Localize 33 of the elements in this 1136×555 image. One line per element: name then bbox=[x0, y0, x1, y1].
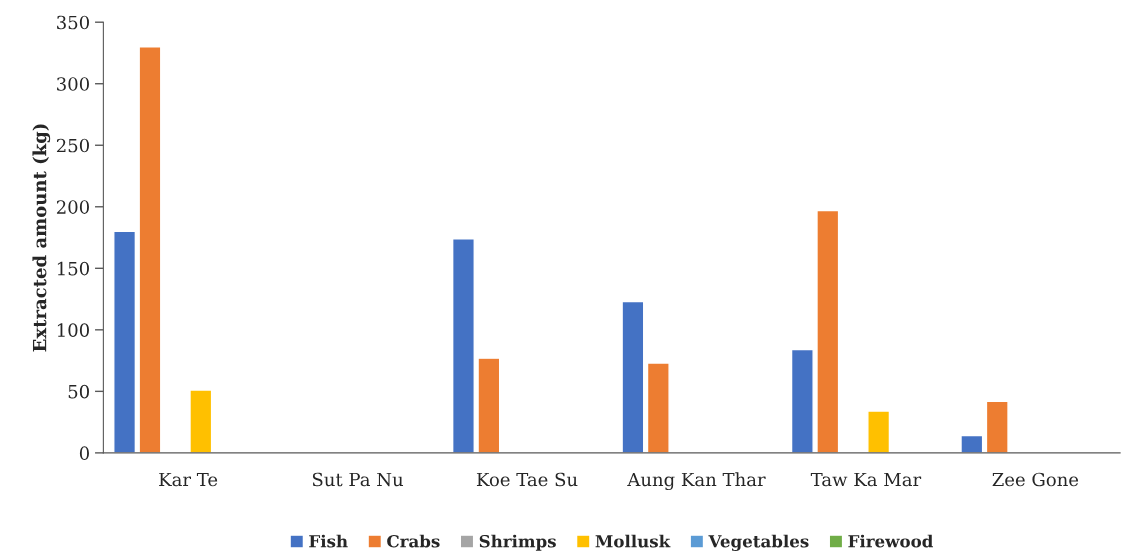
y-tick-label: 300 bbox=[57, 77, 89, 91]
bar bbox=[960, 434, 984, 453]
x-tick-label: Aung Kan Thar bbox=[627, 472, 766, 491]
x-tick-label: Zee Gone bbox=[992, 472, 1079, 487]
bar bbox=[985, 400, 1009, 453]
bar bbox=[451, 238, 475, 453]
legend-label: Mollusk bbox=[595, 534, 671, 548]
bar bbox=[138, 46, 162, 453]
x-tick-label: Taw Ka Mar bbox=[810, 472, 922, 487]
bar bbox=[113, 230, 137, 453]
y-tick-label: 200 bbox=[56, 200, 89, 214]
legend-label: Vegetables bbox=[708, 534, 809, 551]
y-tick-label: 350 bbox=[57, 15, 89, 30]
bar bbox=[867, 410, 891, 453]
y-axis-title: Extracted amount (kg) bbox=[32, 124, 51, 352]
y-tick-label: 50 bbox=[68, 384, 89, 399]
legend-label: Firewood bbox=[848, 534, 933, 548]
bar bbox=[790, 348, 814, 453]
legend-label: Fish bbox=[309, 534, 348, 548]
bar bbox=[189, 389, 213, 453]
bar bbox=[477, 357, 501, 453]
legend-label: Crabs bbox=[387, 534, 440, 548]
y-tick-label: 150 bbox=[57, 261, 89, 276]
x-tick-label: Koe Tae Su bbox=[476, 472, 578, 487]
bar bbox=[621, 300, 645, 453]
y-tick-label: 0 bbox=[79, 446, 89, 460]
bar bbox=[646, 362, 670, 453]
x-tick-label: Kar Te bbox=[159, 472, 218, 487]
legend-label: Shrimps bbox=[479, 534, 556, 551]
bar bbox=[816, 209, 840, 453]
y-tick-label: 250 bbox=[56, 138, 89, 153]
y-tick-label: 100 bbox=[57, 323, 89, 337]
x-tick-label: Sut Pa Nu bbox=[312, 472, 404, 487]
